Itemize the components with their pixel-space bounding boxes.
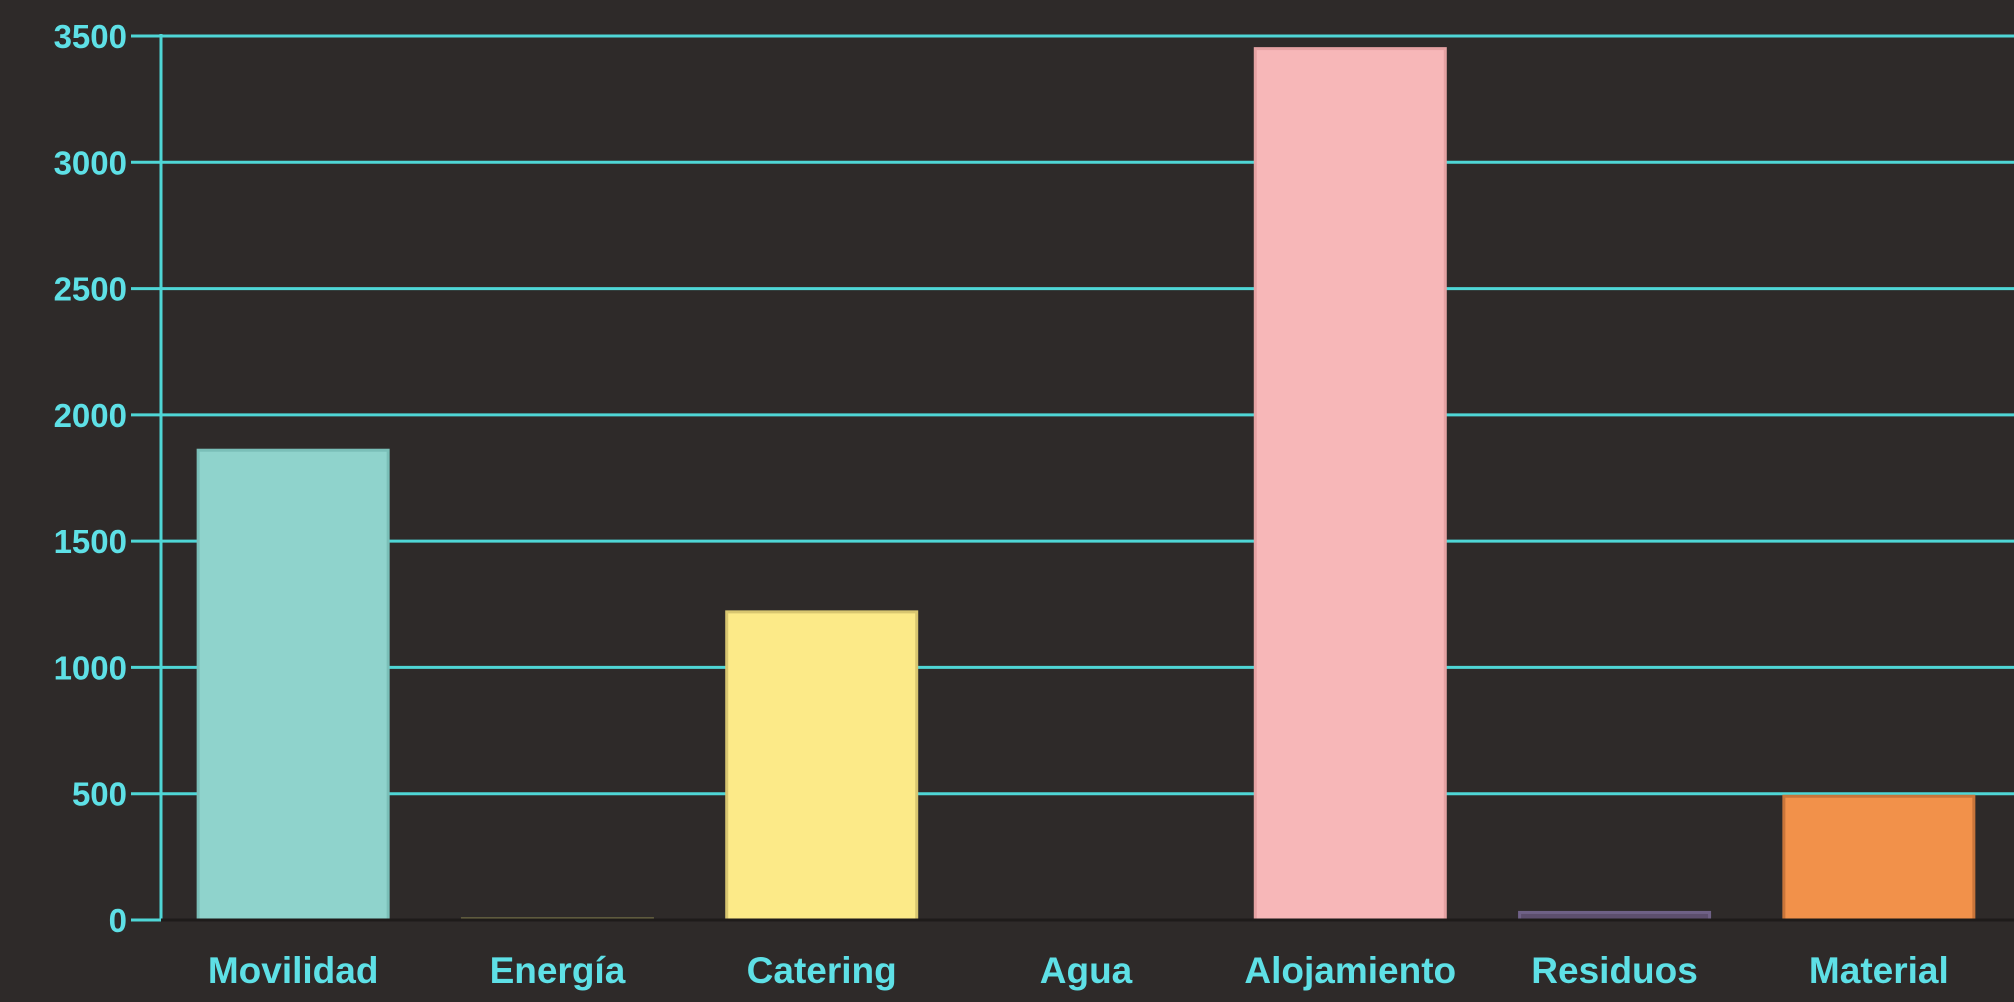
x-tick-label: Agua: [1040, 950, 1133, 991]
bar-material: [1782, 794, 1976, 922]
bar-catering: [725, 610, 919, 922]
y-tick-label: 2000: [54, 397, 127, 434]
x-tick-label: Energía: [490, 950, 626, 991]
y-tick-label: 3000: [54, 144, 127, 181]
x-tick-label: Residuos: [1531, 950, 1698, 991]
grid-lines: [131, 34, 2014, 922]
bar-movilidad: [196, 448, 390, 922]
y-tick-label: 1500: [54, 523, 127, 560]
y-tick-labels: 0 500 1000 1500 2000 2500 3000 3500: [54, 18, 127, 939]
y-tick-label: 500: [72, 776, 127, 813]
x-tick-label: Movilidad: [208, 950, 379, 991]
x-tick-labels: Movilidad Energía Catering Agua Alojamiento R…: [208, 950, 1949, 991]
axes: [159, 34, 2014, 922]
bars: [196, 47, 1976, 922]
y-tick-label: 3500: [54, 18, 127, 55]
y-tick-label: 2500: [54, 271, 127, 308]
x-tick-label: Alojamiento: [1244, 950, 1456, 991]
x-tick-label: Catering: [747, 950, 897, 991]
y-tick-label: 0: [109, 902, 127, 939]
bar-alojamiento: [1253, 47, 1447, 922]
y-tick-label: 1000: [54, 649, 127, 686]
x-tick-label: Material: [1809, 950, 1949, 991]
